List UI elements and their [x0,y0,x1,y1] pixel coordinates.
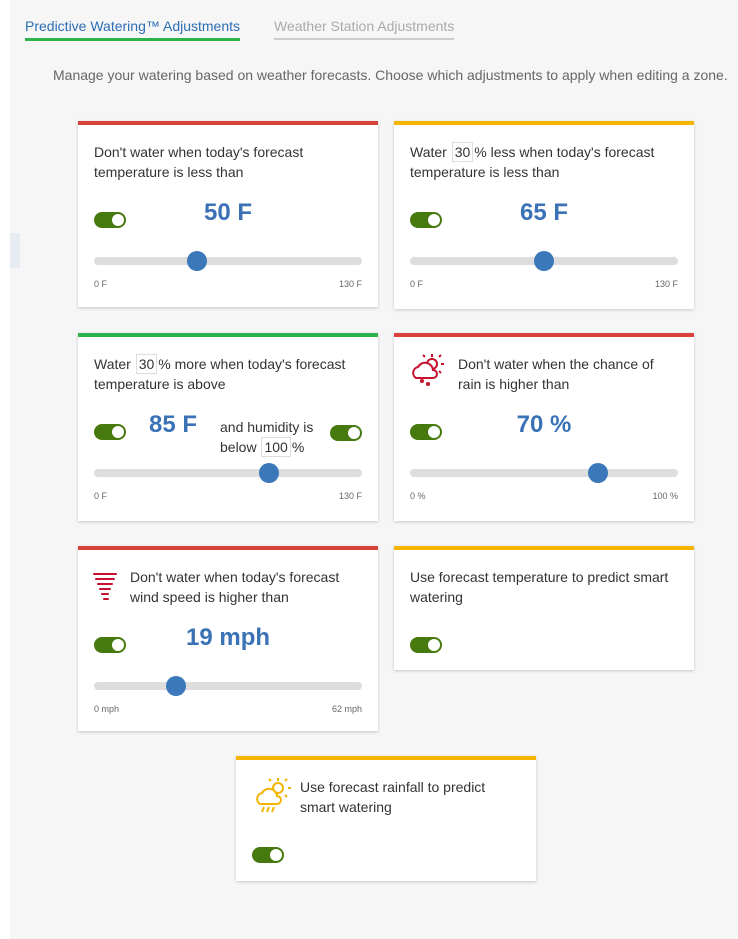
toggle-knob [348,427,360,439]
tab[interactable]: Predictive Watering™ Adjustments [25,18,241,41]
slider-track [94,676,362,696]
card: Water 30% more when today's forecast tem… [78,333,378,521]
slider-min: 0 F [94,491,108,501]
slider-track [410,463,678,483]
label: Use forecast rainfall to predict smart w… [300,779,486,815]
percent-input[interactable]: 30 [451,142,474,162]
toggle[interactable] [410,637,442,653]
value-display: 19 mph [185,624,271,651]
icon [93,573,117,600]
label: Don't water when today's forecast temper… [94,144,304,180]
slider-thumb[interactable] [187,251,208,271]
card-text: Don't water when today's forecast temper… [94,142,362,182]
value-display: 65 F [519,199,569,226]
toggle[interactable] [410,424,442,440]
card-text: Don't water when today's forecast wind s… [130,567,362,607]
toggle[interactable] [94,212,126,228]
label: Don't water when the chance of rain is h… [458,356,654,392]
toggle-knob [428,426,440,438]
slider-max: 130 F [338,279,362,289]
label: and humidity is below [220,419,314,455]
toggle-knob [112,214,124,226]
percent-input[interactable]: 30 [135,354,158,374]
value-display: 85 F [148,411,198,438]
slider-min: 0 % [410,491,426,501]
card-text: Use forecast temperature to predict smar… [410,567,678,607]
toggle-knob [112,639,124,651]
card-text: Water 30% less when today's forecast tem… [410,142,678,182]
humidity-input[interactable]: 100 [261,437,291,457]
card: Don't water when today's forecast temper… [78,121,378,307]
toggle[interactable] [94,424,126,440]
card: Water 30% less when today's forecast tem… [394,121,694,309]
toggle[interactable] [410,212,442,228]
card-text: Don't water when the chance of rain is h… [458,354,678,394]
slider-thumb[interactable] [166,676,187,696]
humidity-text: and humidity is below 100% [220,417,320,457]
page: Predictive Watering™ Adjustments Weather… [10,0,738,939]
label: Water [94,356,131,372]
card: Don't water when today's forecast wind s… [78,546,378,731]
slider-max: 130 F [338,491,362,501]
slider-min: 0 F [410,279,424,289]
description: Manage your watering based on weather fo… [53,67,728,83]
card: Use forecast rainfall to predict smart w… [236,756,536,881]
card: Don't water when the chance of rain is h… [394,333,694,521]
card-text: Water 30% more when today's forecast tem… [94,354,362,394]
icon [412,354,444,386]
label: % more when today's forecast temperature… [94,356,346,392]
toggle-knob [428,639,440,651]
label: Don't water when today's forecast wind s… [130,569,340,605]
slider-track [410,251,678,271]
slider-max: 62 mph [331,704,362,714]
side-tab [10,233,20,268]
card-text: Use forecast rainfall to predict smart w… [300,777,520,817]
tab[interactable]: Weather Station Adjustments [274,18,455,40]
toggle[interactable] [94,637,126,653]
slider-track [94,251,362,271]
label: % [291,439,305,455]
toggle-knob [112,426,124,438]
slider-thumb[interactable] [534,251,554,271]
toggle-knob [270,849,282,861]
toggle-knob [428,214,440,226]
slider-max: 130 F [654,279,678,289]
label: Use forecast temperature to predict smar… [410,569,669,605]
card: Use forecast temperature to predict smar… [394,546,694,670]
slider-min: 0 F [94,279,108,289]
slider-thumb[interactable] [259,463,280,483]
slider-track [94,463,362,483]
toggle[interactable] [252,847,284,863]
value-display: 50 F [203,199,253,226]
value-display: 70 % [516,411,572,438]
slider-thumb[interactable] [587,463,608,483]
slider-min: 0 mph [94,704,120,714]
slider-max: 100 % [652,491,678,501]
toggle[interactable] [330,425,362,441]
label: % less when today's forecast temperature… [410,144,655,180]
icon [256,778,291,813]
label: Water [410,144,447,160]
